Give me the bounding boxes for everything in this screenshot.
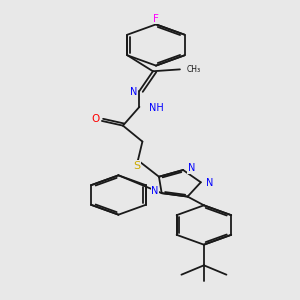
Text: N: N: [188, 163, 195, 173]
Text: N: N: [130, 87, 138, 97]
Text: S: S: [133, 161, 140, 171]
Text: F: F: [153, 14, 159, 24]
Text: N: N: [152, 186, 159, 196]
Text: N: N: [206, 178, 213, 188]
Text: NH: NH: [149, 103, 164, 113]
Text: CH₃: CH₃: [187, 65, 201, 74]
Text: O: O: [92, 114, 100, 124]
